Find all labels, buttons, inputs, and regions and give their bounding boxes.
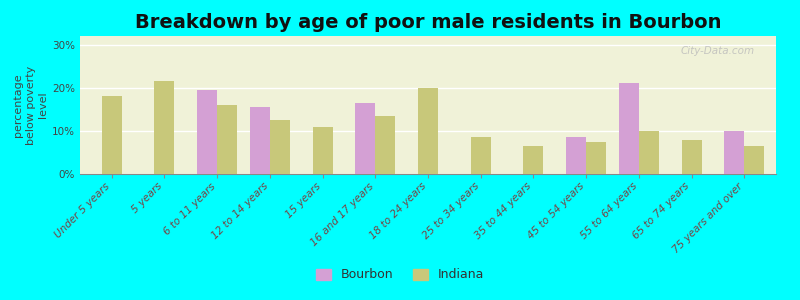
Bar [639,131,659,174]
Bar [619,83,639,174]
Bar [313,127,333,174]
Bar [418,88,438,174]
Bar [250,107,270,174]
Bar [523,146,543,174]
Bar [355,103,375,174]
Title: Breakdown by age of poor male residents in Bourbon: Breakdown by age of poor male residents … [134,13,722,32]
Bar [566,137,586,174]
Bar [197,90,217,174]
Bar [217,105,237,174]
Bar [375,116,395,174]
Bar [744,146,765,174]
Bar [270,120,290,174]
Y-axis label: percentage
below poverty
level: percentage below poverty level [13,65,48,145]
Bar [470,137,490,174]
Bar [102,96,122,174]
Text: City-Data.com: City-Data.com [681,46,755,56]
Bar [724,131,744,174]
Legend: Bourbon, Indiana: Bourbon, Indiana [310,262,490,288]
Bar [154,81,174,174]
Bar [586,142,606,174]
Bar [682,140,702,174]
